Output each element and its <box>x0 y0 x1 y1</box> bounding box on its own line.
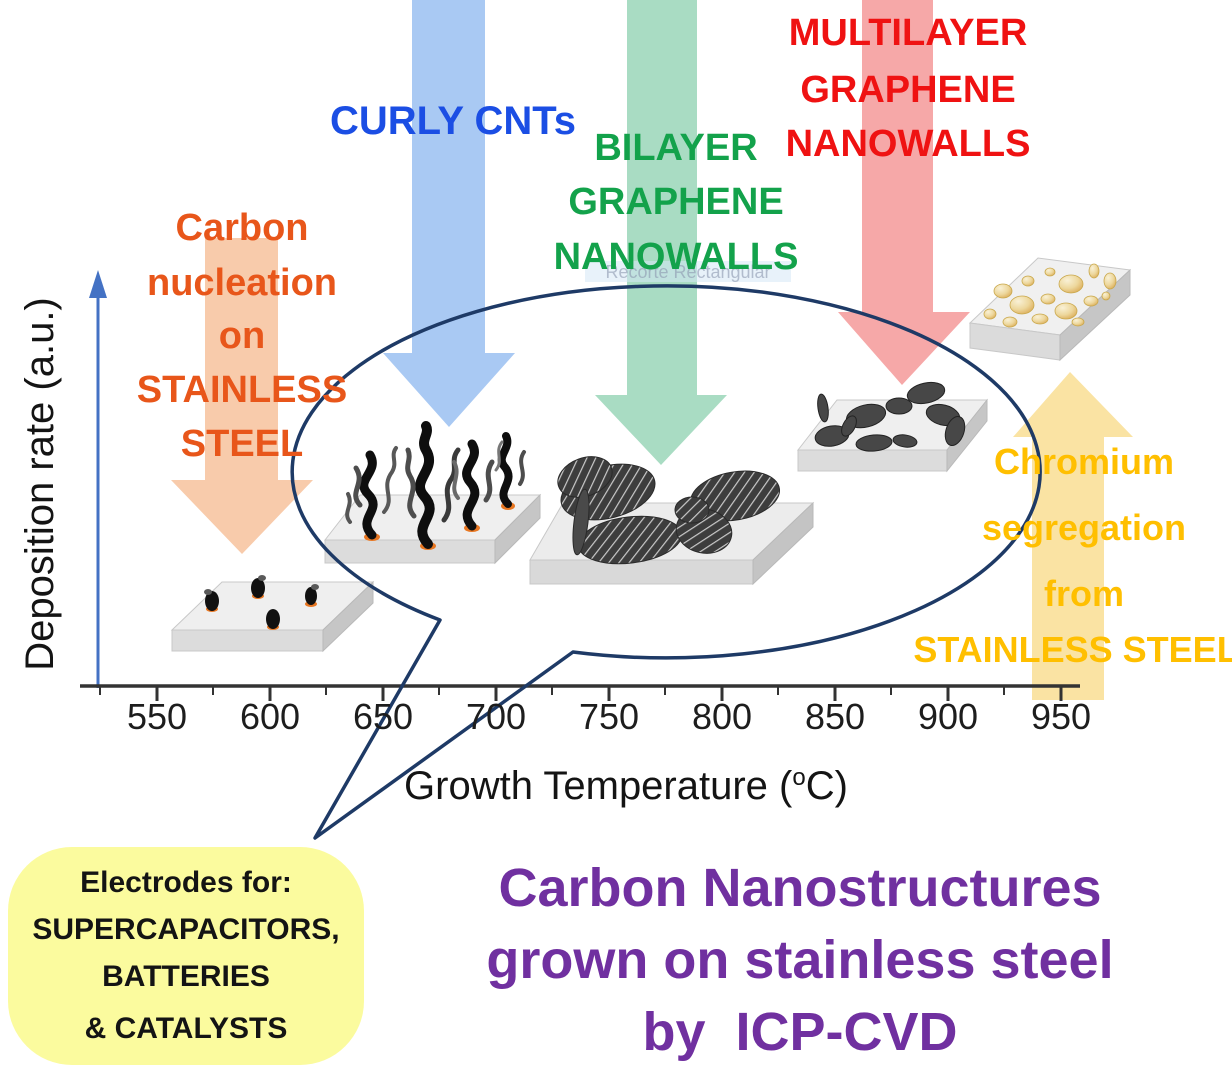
chromium-label-line2: segregation <box>981 507 1187 548</box>
applications-bubble: Electrodes for: SUPERCAPACITORS, BATTERI… <box>8 847 364 1065</box>
orange-label-line4: STAINLESS <box>136 369 348 411</box>
y-axis <box>89 270 107 688</box>
orange-label-line5: STEEL <box>180 423 304 465</box>
watermark-strip: Recorte Rectangular <box>585 261 791 282</box>
curly-cnts-label: CURLY CNTs <box>330 99 576 143</box>
bilayer-substrate <box>529 456 815 586</box>
bubble-line1: Electrodes for: <box>80 866 292 899</box>
title-line3: by ICP-CVD <box>642 1002 958 1062</box>
x-tick-700: 700 <box>465 696 527 737</box>
curly-cnt-structures <box>345 421 526 550</box>
bubble-line2: SUPERCAPACITORS, <box>32 913 340 946</box>
bilayer-arrow <box>595 0 727 465</box>
bilayer-label-line2: GRAPHENE <box>568 181 784 223</box>
x-tick-600: 600 <box>239 696 301 737</box>
x-tick-550: 550 <box>126 696 188 737</box>
nucleation-substrate <box>170 575 375 653</box>
title-line1: Carbon Nanostructures <box>498 858 1102 918</box>
bilayer-label-line3: NANOWALLS <box>553 236 799 278</box>
bilayer-nanowall-flakes <box>557 456 781 565</box>
watermark-text: Recorte Rectangular <box>605 262 771 282</box>
orange-label-line3: on <box>218 315 266 357</box>
x-axis-label: Growth Temperature (oC) <box>404 763 848 809</box>
x-tick-900: 900 <box>917 696 979 737</box>
bubble-line4: & CATALYSTS <box>84 1012 288 1045</box>
x-tick-950: 950 <box>1030 696 1092 737</box>
orange-label-line1: Carbon <box>175 207 309 249</box>
degree-symbol: o <box>792 763 806 791</box>
x-tick-650: 650 <box>352 696 414 737</box>
chromium-segregation-arrow <box>1013 372 1133 700</box>
cnt-substrate <box>323 421 542 565</box>
bubble-line3: BATTERIES <box>102 960 270 993</box>
chromium-substrate <box>968 257 1132 362</box>
bilayer-label-line1: BILAYER <box>594 127 758 169</box>
curly-cnts-arrow <box>383 0 515 427</box>
y-axis-label: Deposition rate (a.u.) <box>18 297 62 671</box>
title-line2: grown on stainless steel <box>486 930 1114 990</box>
nucleation-seeds <box>204 575 319 630</box>
chromium-label-line3: from <box>1044 573 1124 614</box>
multilayer-nanowall-flakes <box>814 381 966 452</box>
multilayer-label-line1: MULTILAYER <box>788 12 1028 54</box>
chromium-droplets <box>983 263 1117 328</box>
multilayer-label-line3: NANOWALLS <box>785 123 1031 165</box>
chromium-label-line4: STAINLESS STEEL <box>913 629 1232 670</box>
callout-ellipse <box>290 284 1042 840</box>
chromium-label-line1: Chromium <box>994 441 1174 482</box>
multilayer-arrow <box>838 0 970 385</box>
x-tick-800: 800 <box>691 696 753 737</box>
x-tick-750: 750 <box>578 696 640 737</box>
multilayer-label-line2: GRAPHENE <box>800 69 1016 111</box>
x-axis <box>80 684 1080 701</box>
x-tick-850: 850 <box>804 696 866 737</box>
orange-label-line2: nucleation <box>146 262 338 304</box>
multilayer-substrate <box>796 381 989 473</box>
carbon-nucleation-arrow <box>171 238 313 554</box>
